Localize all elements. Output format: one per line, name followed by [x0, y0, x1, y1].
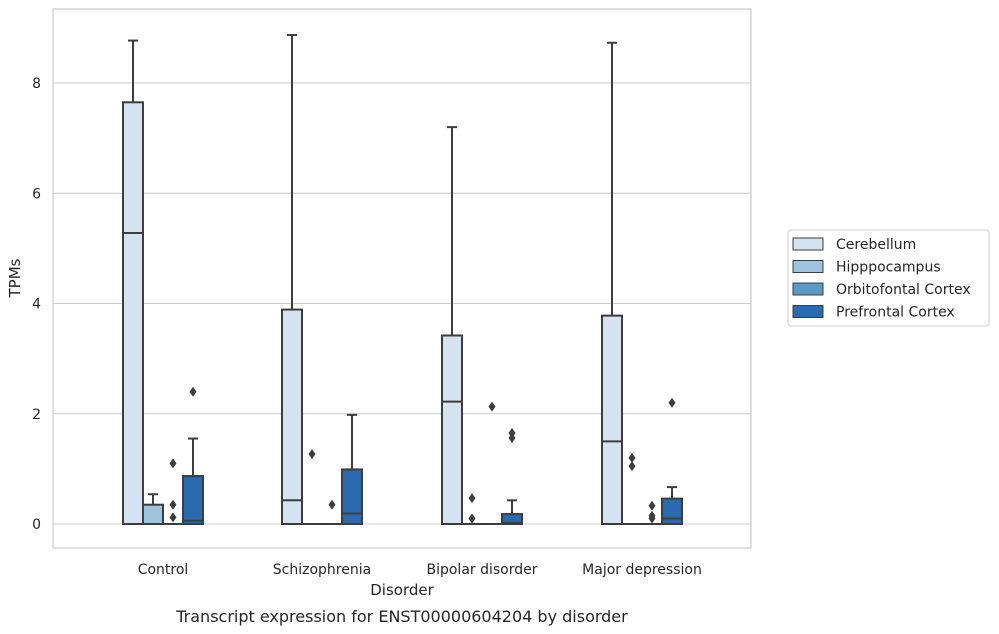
legend-swatch [792, 260, 824, 273]
box-group [621, 452, 643, 526]
box [142, 503, 164, 525]
box-group [341, 413, 363, 525]
box-group [122, 39, 144, 525]
outlier-point [648, 500, 656, 511]
outlier-point [169, 499, 177, 510]
box [661, 497, 683, 525]
outlier-point [668, 397, 676, 408]
outlier-point [169, 458, 177, 469]
x-axis-label: Disorder [370, 581, 434, 599]
outlier-point [648, 513, 656, 524]
outlier-point [169, 512, 177, 523]
y-tick-labels: 0 2 4 6 8 [32, 76, 41, 533]
outlier-point [328, 499, 336, 510]
y-tick-label: 8 [32, 76, 41, 92]
outlier-point [628, 461, 636, 472]
box [182, 475, 204, 526]
y-tick-label: 4 [32, 297, 41, 313]
x-tick-labels: Control Schizophrenia Bipolar disorder Majo… [138, 562, 702, 578]
box-group [601, 41, 623, 525]
box [122, 101, 144, 525]
x-tick-label: Bipolar disorder [426, 562, 537, 578]
boxes [122, 34, 683, 526]
legend-label: Orbitofontal Cortex [836, 282, 971, 298]
chart-caption: Transcript expression for ENST0000060420… [175, 607, 628, 626]
x-tick-label: Control [138, 562, 189, 578]
outlier-point [628, 452, 636, 463]
legend-label: Hipppocampus [836, 260, 941, 276]
box-group [441, 126, 463, 525]
x-tick-label: Schizophrenia [273, 562, 371, 578]
outlier-point [308, 448, 316, 459]
legend-swatch [792, 237, 824, 251]
box [341, 468, 363, 525]
y-axis-label: TPMs [6, 258, 24, 298]
box [441, 334, 463, 525]
legend-label: Prefrontal Cortex [836, 305, 955, 321]
box-group [641, 500, 663, 526]
plot-area [52, 8, 752, 549]
outlier-point [189, 386, 197, 397]
box-group [661, 397, 683, 525]
legend-swatch [792, 282, 824, 296]
y-tick-label: 2 [32, 407, 41, 423]
outlier-point [468, 513, 476, 524]
box [281, 308, 303, 525]
box-group [301, 448, 323, 526]
box-group [182, 386, 204, 526]
box-group [281, 34, 303, 525]
outlier-point [508, 433, 516, 444]
legend-label: Cerebellum [836, 237, 916, 253]
box [601, 314, 623, 525]
box [501, 513, 523, 526]
outlier-point [488, 401, 496, 412]
box-group [142, 493, 164, 525]
legend-frame [787, 229, 990, 327]
y-tick-label: 6 [32, 186, 41, 202]
legend-entries: Cerebellum Hipppocampus Orbitofontal Corte… [792, 237, 971, 321]
legend: Cerebellum Hipppocampus Orbitofontal Corte… [787, 229, 990, 327]
outlier-point [468, 493, 476, 504]
y-tick-label: 0 [32, 517, 41, 533]
box-group [501, 428, 523, 526]
legend-swatch [792, 305, 824, 318]
x-tick-label: Major depression [582, 562, 702, 578]
